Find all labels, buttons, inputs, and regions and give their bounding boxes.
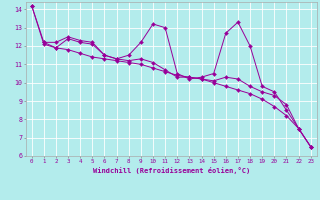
X-axis label: Windchill (Refroidissement éolien,°C): Windchill (Refroidissement éolien,°C) [92,167,250,174]
